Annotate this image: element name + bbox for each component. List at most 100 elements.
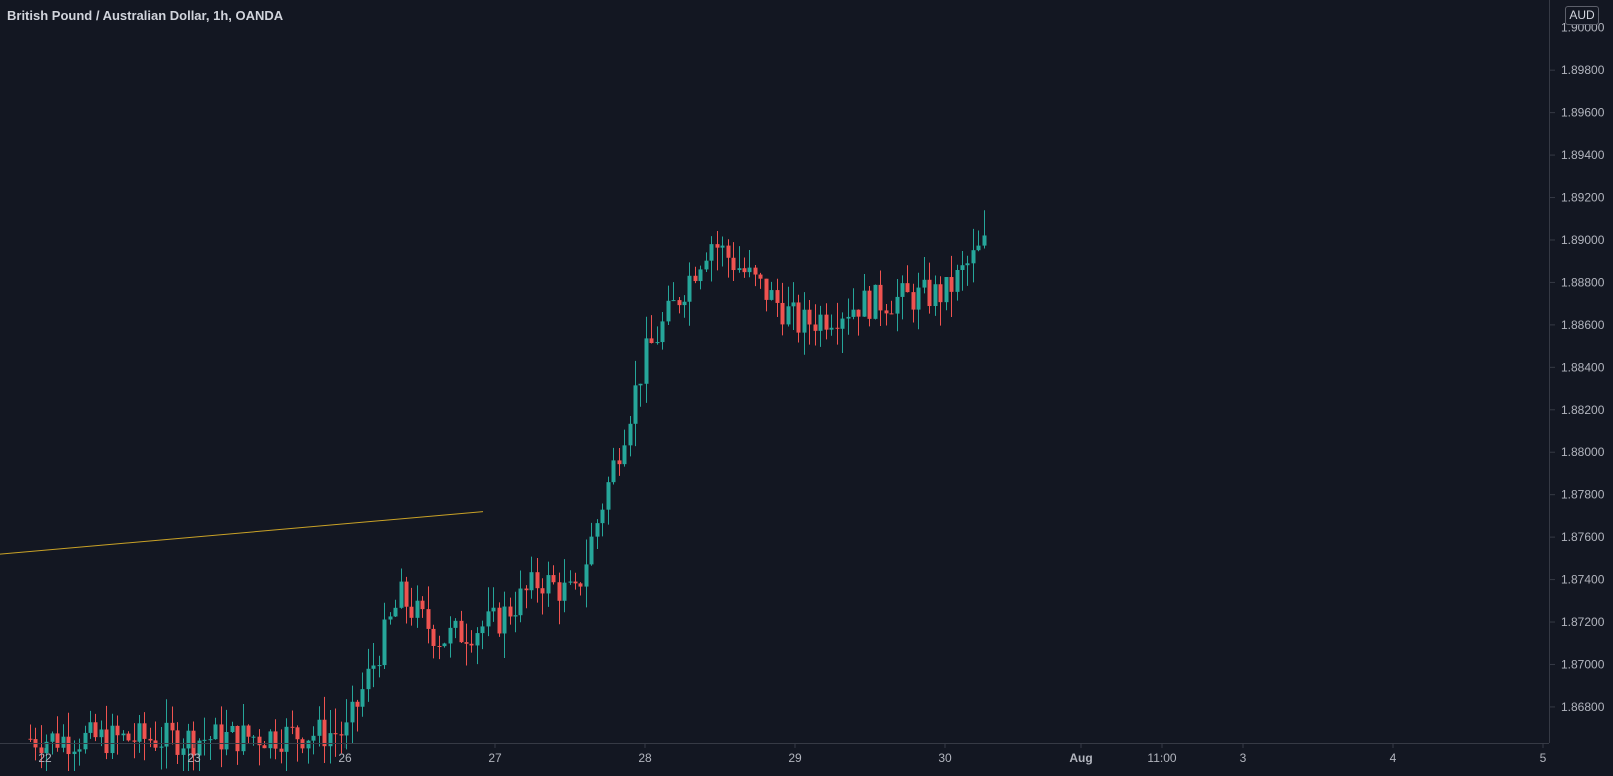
candle-body (181, 748, 186, 755)
price-label: 1.87000 (1561, 657, 1605, 671)
candle-body (671, 300, 676, 302)
candle-body (949, 277, 954, 292)
candle-body (715, 244, 720, 248)
candle-body (584, 564, 589, 587)
candle-body (121, 733, 126, 736)
time-label: 29 (788, 751, 802, 765)
candle-body (497, 607, 502, 634)
candle-body (66, 736, 71, 755)
price-label: 1.87800 (1561, 488, 1605, 502)
candle-body (371, 665, 376, 669)
candle-body (159, 746, 164, 748)
time-label: 5 (1540, 751, 1547, 765)
candle-body (110, 725, 115, 754)
candle-body (540, 588, 545, 594)
candle-body (600, 509, 605, 524)
candle-body (469, 643, 474, 646)
candle-body (578, 583, 583, 587)
candle-body (802, 309, 807, 333)
time-axis[interactable]: 22 23 26 27 28 29 30 Aug 11:00 3 4 5 (38, 743, 1547, 765)
candle-body (399, 581, 404, 608)
candle-body (404, 581, 409, 607)
price-label: 1.89800 (1561, 63, 1605, 77)
candle-body (486, 611, 491, 627)
price-label: 1.89400 (1561, 148, 1605, 162)
price-label: 1.86800 (1561, 700, 1605, 714)
candle-body (884, 310, 889, 314)
candle-body (126, 733, 131, 741)
candle-body (900, 283, 905, 297)
candle-body (72, 751, 77, 755)
candle-body (927, 279, 932, 307)
candle-body (219, 724, 224, 750)
candle-body (306, 740, 311, 749)
candle-body (737, 268, 742, 271)
candle-body (93, 722, 98, 738)
candle-body (464, 642, 469, 644)
price-label: 1.88600 (1561, 318, 1605, 332)
candle-body (905, 283, 910, 293)
trend-line[interactable] (0, 511, 484, 555)
candle-body (273, 731, 278, 749)
candle-body (290, 726, 295, 728)
candle-body (251, 736, 256, 738)
candle-body (976, 245, 981, 251)
candle-body (611, 460, 616, 483)
price-label: 1.88000 (1561, 445, 1605, 459)
candle-body (459, 620, 464, 643)
candle-body (764, 278, 769, 300)
candle-body (28, 738, 33, 740)
candle-body (344, 722, 349, 736)
candle-body (687, 275, 692, 302)
candle-body (224, 731, 229, 750)
candle-body (360, 689, 365, 707)
candle-body (39, 747, 44, 754)
candle-body (622, 445, 627, 465)
candle-body (644, 338, 649, 384)
candle-body (628, 423, 633, 446)
candle-body (916, 287, 921, 310)
candle-body (829, 327, 834, 330)
candle-body (377, 665, 382, 667)
candle-body (551, 575, 556, 583)
candle-body (856, 309, 861, 317)
candle-body (175, 730, 180, 755)
candle-body (873, 284, 878, 319)
time-label: 30 (938, 751, 952, 765)
price-label: 1.89200 (1561, 191, 1605, 205)
candle-body (284, 726, 289, 752)
candle-body (513, 615, 518, 617)
candle-body (448, 627, 453, 644)
candle-body (769, 290, 774, 300)
candle-body (818, 314, 823, 331)
candle-body (655, 342, 660, 344)
currency-badge[interactable]: AUD (1565, 6, 1599, 25)
candle-body (867, 290, 872, 319)
candle-body (638, 383, 643, 386)
candle-body (431, 628, 436, 646)
time-label: 26 (338, 751, 352, 765)
candle-body (170, 722, 175, 731)
symbol-title[interactable]: British Pound / Australian Dollar, 1h, O… (7, 8, 284, 23)
time-label: 22 (38, 751, 52, 765)
candle-body (851, 309, 856, 317)
candle-body (164, 722, 169, 747)
candle-body (415, 600, 420, 618)
candle-body (682, 301, 687, 306)
candle-body (862, 290, 867, 317)
price-axis[interactable]: 1.900001.898001.896001.894001.892001.890… (1550, 21, 1605, 714)
candle-body (311, 735, 316, 741)
candle-body (606, 482, 611, 510)
time-label: 28 (638, 751, 652, 765)
candle-body (322, 719, 327, 747)
candle-body (796, 302, 801, 333)
candle-body (878, 284, 883, 311)
price-label: 1.88400 (1561, 360, 1605, 374)
candle-body (677, 300, 682, 306)
candle-body (846, 316, 851, 319)
candle-body (437, 645, 442, 647)
time-label: 11:00 (1147, 751, 1176, 765)
candle-body (742, 268, 747, 273)
